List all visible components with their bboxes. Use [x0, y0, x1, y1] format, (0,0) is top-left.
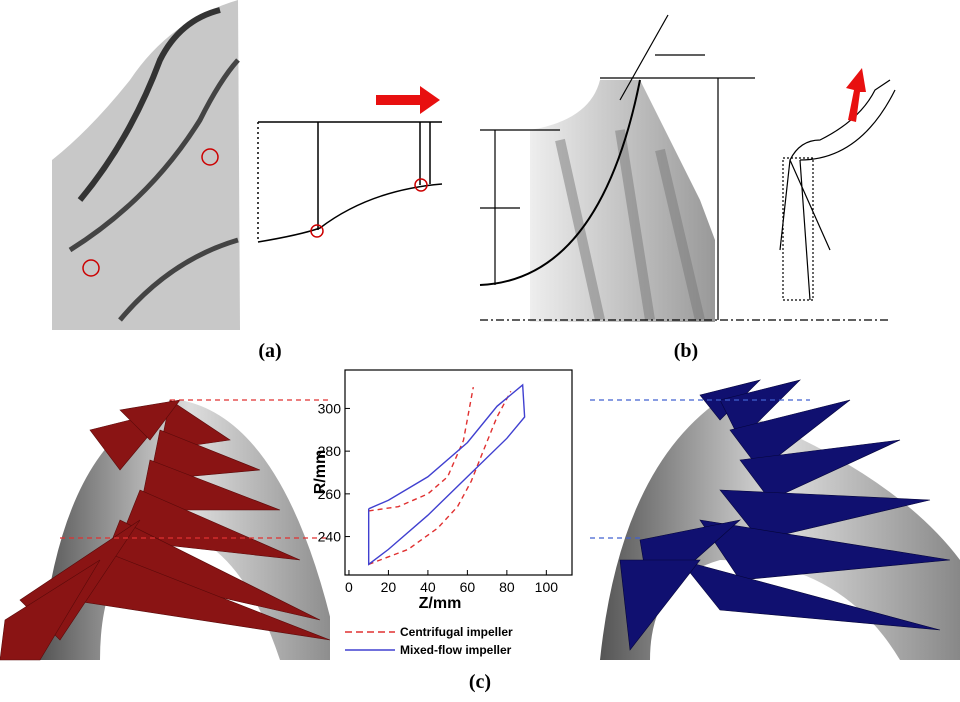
legend-label: Centrifugal impeller [400, 625, 513, 639]
x-tick-label: 20 [381, 579, 397, 595]
x-axis-label: Z/mm [419, 595, 462, 612]
panel-a-image [52, 0, 240, 330]
panel-label: (b) [674, 340, 698, 362]
x-tick-label: 80 [499, 579, 515, 595]
y-tick-label: 300 [318, 400, 342, 416]
y-tick-label: 260 [318, 486, 342, 502]
x-tick-label: 40 [420, 579, 436, 595]
legend-label: Mixed-flow impeller [400, 643, 512, 657]
x-tick-label: 60 [460, 579, 476, 595]
panel-a-schematic [258, 122, 442, 242]
panel-b-image [480, 15, 895, 322]
y-tick-label: 240 [318, 529, 342, 545]
arrow [376, 86, 440, 114]
mixed-flow-render [600, 380, 960, 660]
y-tick-label: 280 [318, 443, 342, 459]
panel-label: (a) [258, 340, 281, 362]
panel-label: (c) [469, 671, 491, 693]
figure: (a) (b) R/mm Z/mm (c) 020406080100240260… [0, 0, 960, 702]
x-tick-label: 100 [535, 579, 559, 595]
x-tick-label: 0 [345, 579, 353, 595]
centrifugal-render [0, 400, 340, 660]
